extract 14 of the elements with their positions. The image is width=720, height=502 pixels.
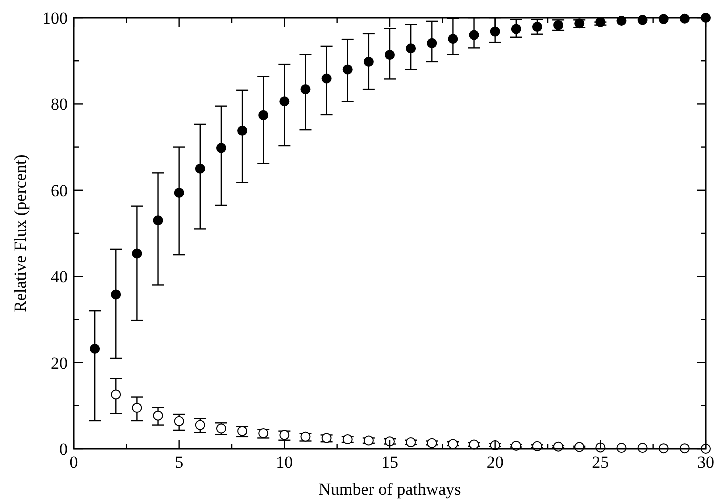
x-tick-label: 10 bbox=[276, 453, 294, 472]
y-tick-label: 0 bbox=[60, 440, 68, 459]
y-axis-title: Relative Flux (percent) bbox=[11, 154, 30, 312]
x-tick-label: 25 bbox=[592, 453, 610, 472]
y-tick-label: 80 bbox=[51, 95, 68, 114]
x-tick-label: 5 bbox=[175, 453, 184, 472]
y-tick-label: 40 bbox=[51, 268, 68, 287]
x-tick-label: 20 bbox=[486, 453, 504, 472]
x-axis-title: Number of pathways bbox=[318, 480, 462, 499]
y-tick-label: 20 bbox=[51, 354, 68, 373]
x-tick-label: 30 bbox=[698, 453, 714, 472]
y-tick-label: 60 bbox=[51, 181, 68, 200]
y-tick-label: 100 bbox=[42, 9, 68, 28]
x-tick-label: 15 bbox=[382, 453, 398, 472]
